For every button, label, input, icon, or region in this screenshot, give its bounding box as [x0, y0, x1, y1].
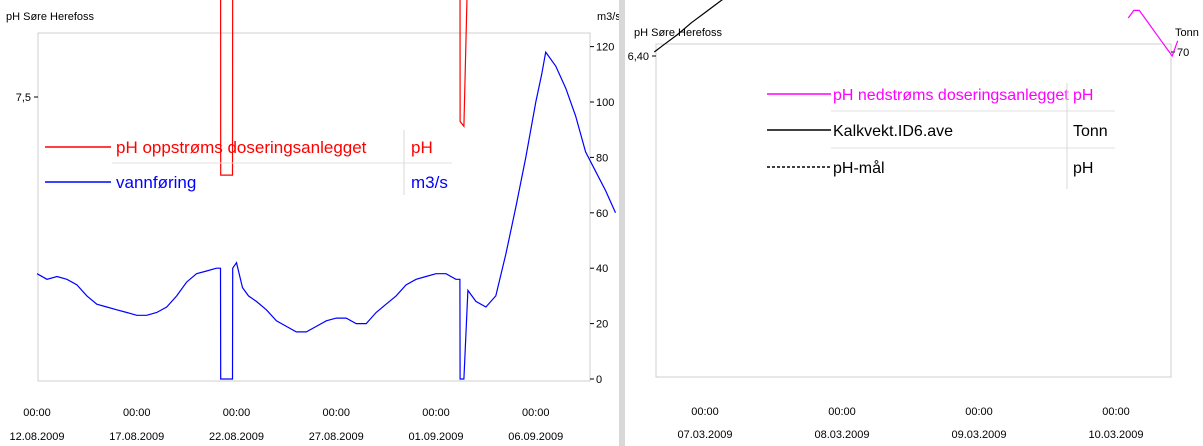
x-tick-date: 07.03.2009: [677, 429, 732, 441]
legend: pH oppstrøms doseringsanlegget pH vannfø…: [45, 130, 452, 195]
legend-unit-lime: Tonn: [1073, 123, 1108, 140]
x-tick-date: 12.08.2009: [9, 431, 64, 443]
y-tick-label: 7,5: [16, 92, 31, 104]
x-ticks: 00:00 07.03.2009 00:00 08.03.2009 00:00 09.03…: [677, 406, 1143, 441]
right-y-ticks: 7065605550: [1171, 47, 1189, 59]
x-tick-time: 00:00: [223, 407, 251, 419]
right-y-ticks: 120 100 80 60 40 20 0: [590, 42, 614, 386]
legend-label-ph-upstream: pH oppstrøms doseringsanlegget: [116, 138, 367, 157]
y-tick-label: 6,40: [628, 51, 649, 63]
x-tick-time: 00:00: [965, 406, 993, 418]
y-right-tick-label: 60: [596, 208, 608, 220]
series-line-1: [1127, 9, 1179, 58]
y-right-tick-label: 100: [596, 97, 614, 109]
chart-title: pH Søre Herefoss: [634, 27, 723, 39]
legend-label-ph-target: pH-mål: [833, 159, 885, 177]
legend-unit-ph-upstream: pH: [411, 138, 433, 157]
x-tick-time: 00:00: [828, 406, 856, 418]
legend-unit-ph-target: pH: [1073, 160, 1093, 177]
x-tick-date: 08.03.2009: [814, 429, 869, 441]
chart-title: pH Søre Herefoss: [6, 11, 95, 23]
legend-label-flow: vannføring: [116, 173, 196, 192]
x-tick-date: 10.03.2009: [1088, 429, 1143, 441]
x-tick-date: 17.08.2009: [109, 431, 164, 443]
left-y-ticks: 7,57,06,56,0: [16, 92, 38, 104]
right-axis-unit: Tonn: [1175, 27, 1199, 39]
y-right-tick-label: 70: [1177, 47, 1189, 59]
y-right-tick-label: 120: [596, 42, 614, 54]
x-tick-time: 00:00: [123, 407, 151, 419]
x-tick-time: 00:00: [23, 407, 51, 419]
chart-ph-flow-august: pH Søre Herefoss m3/s 7,57,06,56,0 120 10…: [6, 0, 619, 443]
legend-unit-flow: m3/s: [411, 173, 448, 192]
x-tick-time: 00:00: [691, 406, 719, 418]
x-ticks: 00:00 12.08.2009 00:00 17.08.2009 00:00 22.08…: [9, 407, 563, 443]
right-axis-unit: m3/s: [597, 11, 619, 23]
series-line-1: [36, 50, 617, 380]
x-tick-date: 09.03.2009: [951, 429, 1006, 441]
panel-divider: [619, 0, 625, 446]
x-tick-date: 01.09.2009: [408, 431, 463, 443]
x-tick-date: 22.08.2009: [209, 431, 264, 443]
chart-ph-lime-march: pH Søre Herefoss Tonn 6,406,356,306,256,…: [625, 0, 1203, 446]
x-tick-time: 00:00: [422, 407, 450, 419]
x-tick-time: 00:00: [322, 407, 350, 419]
legend: pH nedstrøms doseringsanlegget pH Kalkve…: [761, 83, 1115, 189]
y-right-tick-label: 0: [596, 374, 602, 386]
legend-label-lime: Kalkvekt.ID6.ave: [833, 123, 953, 140]
legend-label-ph-downstream: pH nedstrøms doseringsanlegget: [833, 87, 1069, 104]
series-lines: [36, 0, 617, 380]
x-tick-date: 06.09.2009: [508, 431, 563, 443]
y-right-tick-label: 40: [596, 263, 608, 275]
y-right-tick-label: 80: [596, 152, 608, 164]
left-y-ticks: 6,406,356,306,256,206,15: [628, 51, 656, 63]
legend-unit-ph-downstream: pH: [1073, 87, 1093, 104]
legend-box: [761, 83, 1115, 189]
plot-area: [37, 32, 591, 382]
x-tick-time: 00:00: [522, 407, 550, 419]
x-tick-time: 00:00: [1102, 406, 1130, 418]
y-right-tick-label: 20: [596, 319, 608, 331]
series-lines: [653, 0, 1179, 58]
x-tick-date: 27.08.2009: [309, 431, 364, 443]
